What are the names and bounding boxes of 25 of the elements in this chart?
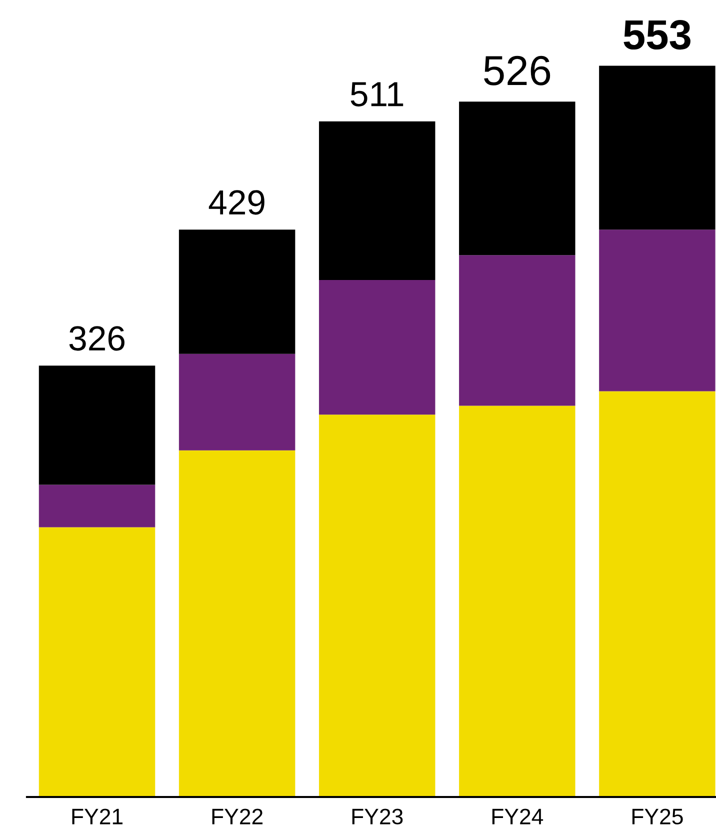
bar — [318, 121, 436, 280]
x-tick-label: FY22 — [212, 808, 263, 824]
bar — [318, 280, 436, 415]
x-tick-label: FY24 — [492, 808, 544, 824]
bar — [459, 406, 576, 797]
annotation: 511 — [350, 82, 404, 106]
bar — [38, 527, 156, 797]
annotation: 526 — [484, 56, 550, 86]
bar — [599, 230, 716, 392]
bar — [38, 366, 156, 485]
bar — [459, 102, 576, 256]
bar — [38, 484, 156, 528]
x-tick-label: FY23 — [352, 808, 403, 824]
bar — [178, 230, 296, 354]
bar — [459, 255, 576, 406]
x-tick-label: FY21 — [72, 808, 122, 824]
bar — [178, 450, 296, 797]
annotation: 326 — [69, 326, 124, 351]
bar — [599, 391, 716, 797]
bar — [178, 354, 296, 450]
bar — [318, 414, 436, 797]
bar — [599, 66, 716, 230]
annotation: 429 — [208, 190, 264, 215]
annotation: 553 — [624, 20, 690, 50]
x-tick-label: FY25 — [632, 808, 683, 824]
